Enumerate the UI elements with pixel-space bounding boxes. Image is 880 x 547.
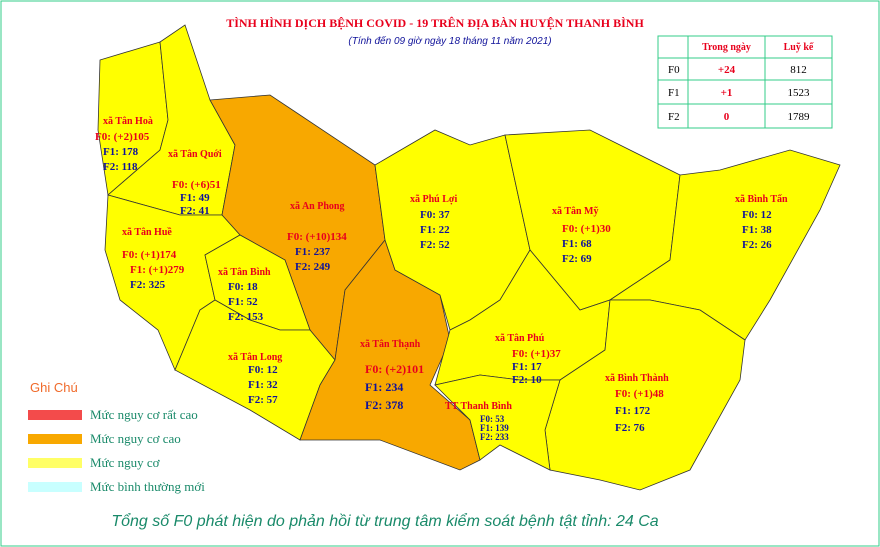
region-name: xã Tân Quới [168, 149, 222, 160]
region-shape [434, 374, 561, 471]
region-stat: F2: 249 [295, 261, 331, 273]
region-stat: F1: 22 [420, 224, 450, 236]
region-name: xã Tân Mỹ [552, 206, 599, 217]
region-stat: F1: 38 [742, 224, 772, 236]
region-stat: F0: 12 [248, 364, 278, 376]
legend-label: Mức nguy cơ cao [90, 431, 181, 446]
region-stat: F2: 76 [615, 422, 645, 434]
region-stat: F1: 17 [512, 361, 542, 373]
region-stat: F2: 41 [180, 205, 210, 217]
region-stat: F1: 234 [365, 380, 403, 394]
region-stat: F0: (+2)101 [365, 362, 424, 376]
table-cell: +24 [718, 64, 736, 76]
region-stat: F2: 378 [365, 398, 403, 412]
table-header: Trong ngày [702, 42, 751, 53]
legend-label: Mức bình thường mới [90, 479, 205, 494]
region-stat: F1: 172 [615, 405, 651, 417]
region-stat: F2: 118 [103, 161, 138, 173]
table-cell: 1789 [788, 111, 811, 123]
region-stat: F2: 52 [420, 239, 450, 251]
table-cell: +1 [721, 87, 733, 99]
legend-title: Ghi Chú [30, 380, 78, 395]
region-name: xã Tân Hoà [103, 116, 153, 127]
table-cell: F0 [668, 64, 680, 76]
region-stat: F1: 237 [295, 246, 331, 258]
region-shape [608, 149, 841, 341]
region-stat: F1: 49 [180, 192, 210, 204]
region-stat: F0: 12 [742, 209, 772, 221]
table-cell: F2 [668, 111, 680, 123]
table-cell: 1523 [788, 87, 811, 99]
region-stat: F0: (+2)105 [95, 131, 150, 143]
table-cell: 0 [724, 111, 730, 123]
region-name: xã Tân Thạnh [360, 339, 421, 350]
region-stat: F2: 57 [248, 394, 278, 406]
region-name: TT Thanh Bình [445, 401, 512, 412]
region-stat: F0: 18 [228, 281, 258, 293]
region-name: xã Phú Lợi [410, 194, 457, 205]
region-name: xã Tân Long [228, 352, 282, 363]
legend-label: Mức nguy cơ rất cao [90, 407, 198, 422]
region-stat: F2: 325 [130, 279, 166, 291]
table-header: Luỹ kế [784, 42, 814, 53]
region-name: xã Tân Bình [218, 267, 271, 278]
region-name: xã Bình Thành [605, 373, 669, 384]
region-stat: F0: (+1)30 [562, 223, 611, 235]
region-stat: F1: 32 [248, 379, 278, 391]
region-name: xã Tân Huề [122, 227, 172, 238]
region-stat: F0: 53 [480, 414, 505, 424]
region-stat: F0: (+1)37 [512, 348, 561, 360]
region-stat: F1: 139 [480, 423, 509, 433]
legend-swatch [28, 434, 82, 444]
region-stat: F1: 52 [228, 296, 258, 308]
legend-label: Mức nguy cơ [90, 455, 161, 470]
region-stat: F1: 178 [103, 146, 139, 158]
region-stat: F2: 233 [480, 432, 509, 442]
region-name: xã Tân Phú [495, 333, 545, 344]
map-regions [97, 24, 841, 491]
region-name: xã An Phong [290, 201, 344, 212]
region-name: xã Bình Tấn [735, 194, 788, 205]
footer-note: Tổng số F0 phát hiện do phản hồi từ trun… [111, 512, 658, 530]
legend-swatch [28, 458, 82, 468]
region-stat: F0: (+6)51 [172, 179, 221, 191]
region-stat: F0: 37 [420, 209, 450, 221]
region-stat: F1: (+1)279 [130, 264, 185, 276]
table-cell: 812 [790, 64, 807, 76]
legend: Ghi Chú Mức nguy cơ rất cao Mức nguy cơ ca… [28, 380, 205, 494]
region-stat: F0: (+1)174 [122, 249, 177, 261]
summary-table: Trong ngày Luỹ kế F0 +24 812 F1 +1 1523 F2 0 1789 [657, 35, 833, 129]
region-stat: F2: 10 [512, 374, 542, 386]
region-stat: F1: 68 [562, 238, 592, 250]
region-stat: F2: 153 [228, 311, 264, 323]
region-stat: F2: 26 [742, 239, 772, 251]
subtitle: (Tính đến 09 giờ ngày 18 tháng 11 năm 20… [348, 35, 551, 47]
region-stat: F2: 69 [562, 253, 592, 265]
region-stat: F0: (+1)48 [615, 388, 664, 400]
legend-swatch [28, 410, 82, 420]
region-stat: F0: (+10)134 [287, 231, 347, 243]
title: TÌNH HÌNH DỊCH BỆNH COVID - 19 TRÊN ĐỊA … [226, 16, 644, 30]
table-cell: F1 [668, 87, 680, 99]
region-labels: xã Tân Hoà F0: (+2)105 F1: 178 F2: 118 xã Tâ… [95, 116, 788, 442]
legend-swatch [28, 482, 82, 492]
